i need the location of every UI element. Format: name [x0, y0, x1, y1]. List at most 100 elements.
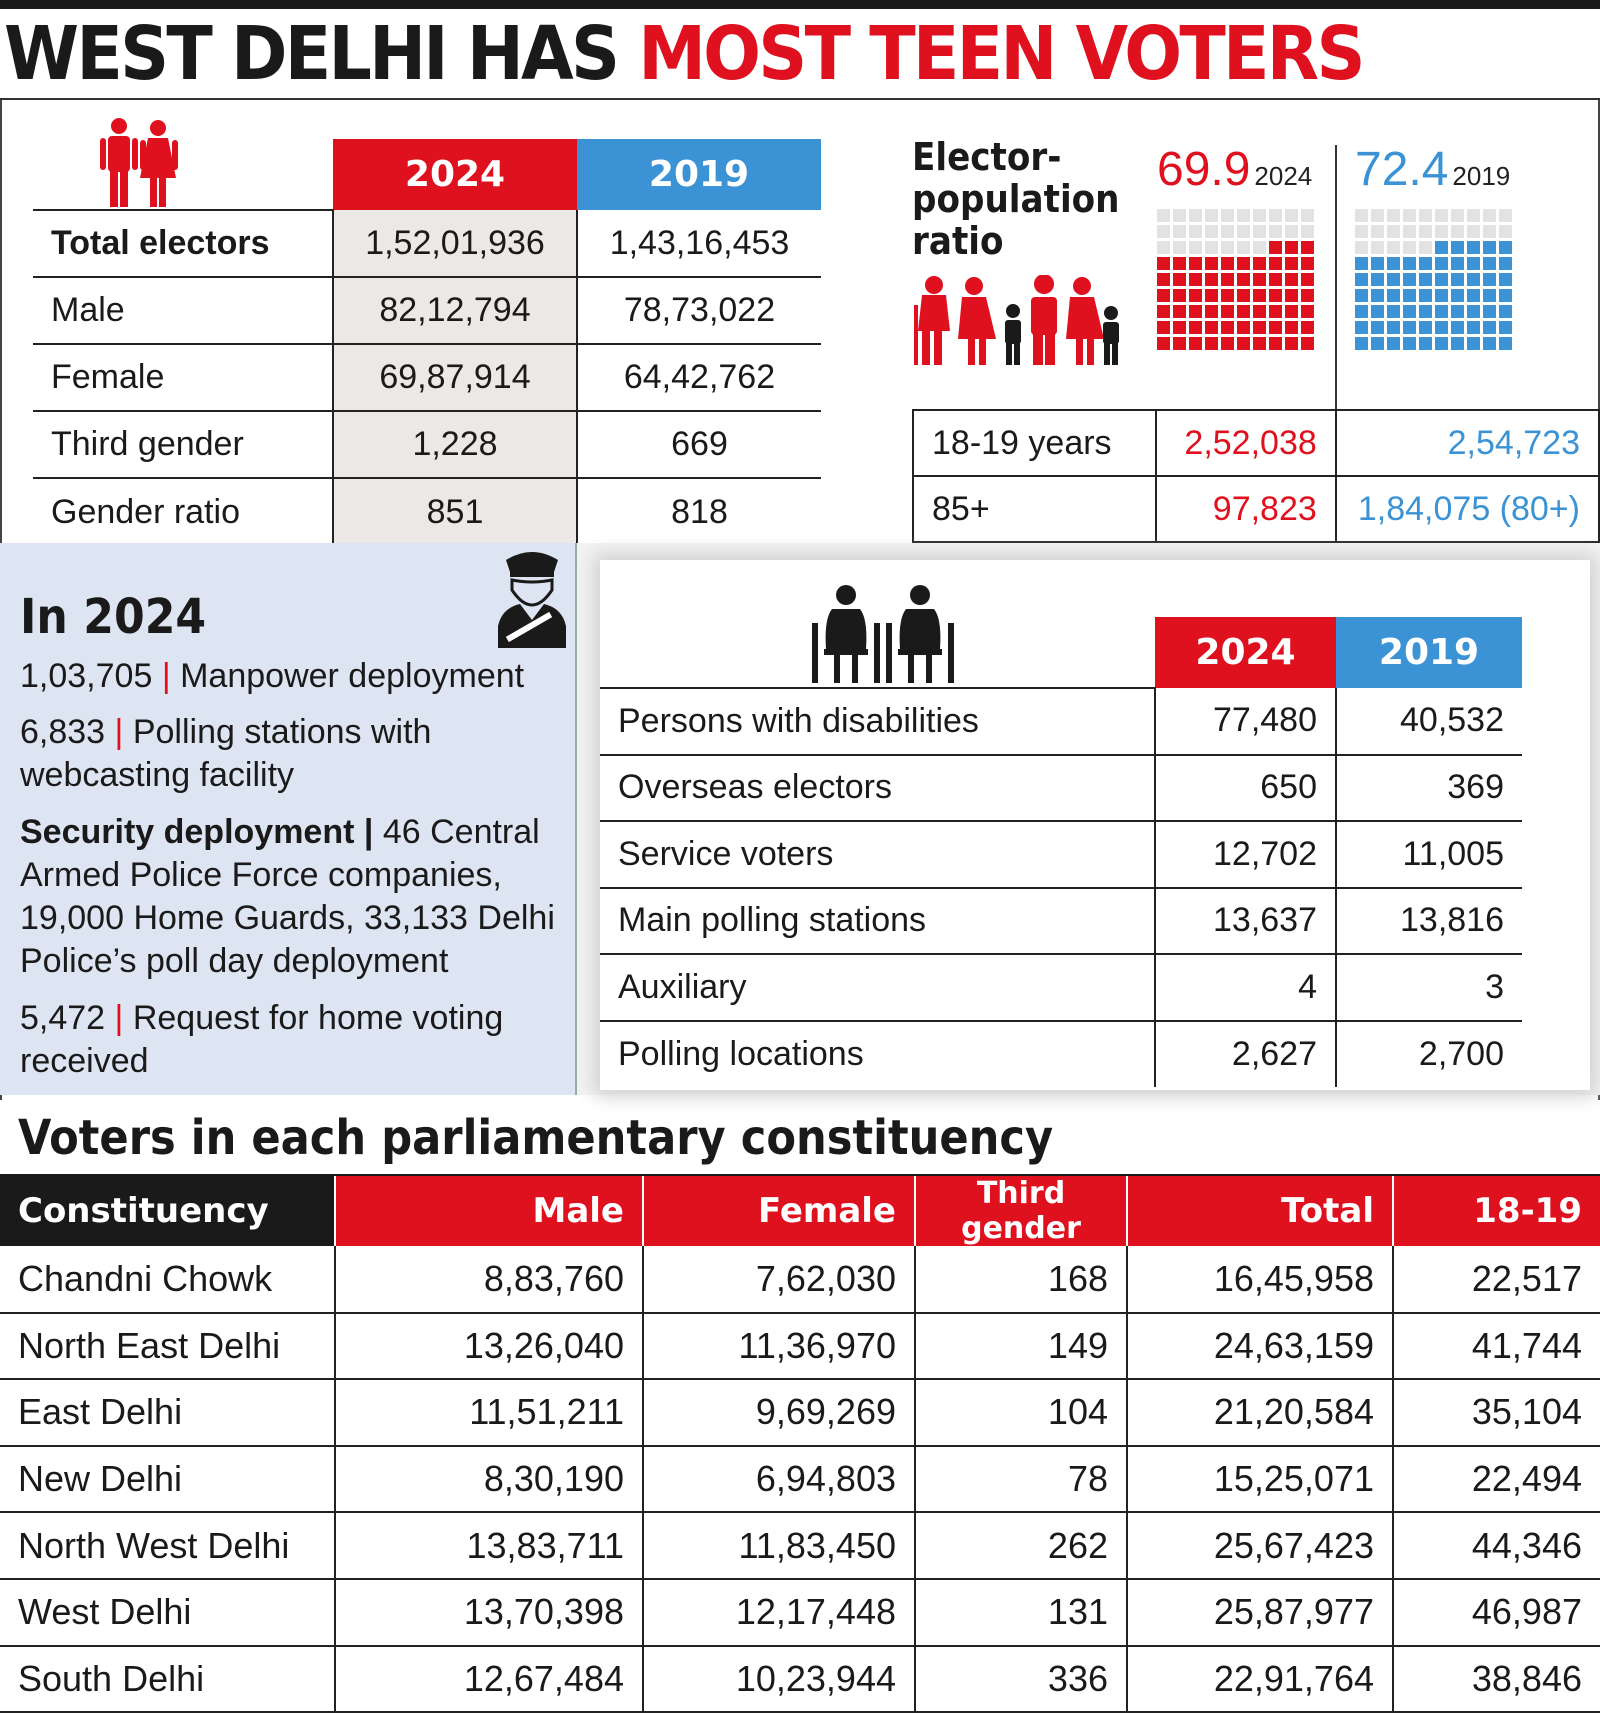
waffle-cell	[1285, 273, 1298, 286]
in-2024-panel: In 2024 1,03,705 | Manpower deployment 6…	[0, 543, 577, 1095]
waffle-cell	[1237, 273, 1250, 286]
value-2019: 64,42,762	[576, 344, 821, 412]
cell-value: 12,67,484	[334, 1645, 643, 1713]
waffle-cell	[1253, 225, 1266, 238]
waffle-cell	[1467, 289, 1480, 302]
waffle-cell	[1205, 209, 1218, 222]
col-header: Male	[334, 1176, 643, 1246]
waffle-cell	[1301, 273, 1314, 286]
ratio-title: Elector- population ratio	[912, 135, 1120, 263]
value-2024: 1,228	[332, 411, 577, 479]
waffle-cell	[1451, 289, 1464, 302]
waffle-cell	[1355, 273, 1368, 286]
constituency-name: East Delhi	[0, 1379, 335, 1447]
waffle-cell	[1451, 225, 1464, 238]
row-label: Female	[33, 344, 333, 412]
waffle-cell	[1221, 241, 1234, 254]
waffle-cell	[1221, 305, 1234, 318]
waffle-cell	[1221, 273, 1234, 286]
row-label: Total electors	[33, 210, 333, 278]
waffle-cell	[1419, 337, 1432, 350]
police-officer-icon	[498, 552, 566, 648]
value-2019: 78,73,022	[576, 277, 821, 345]
waffle-cell	[1387, 225, 1400, 238]
row-label: Male	[33, 277, 333, 345]
waffle-cell	[1173, 209, 1186, 222]
waffle-cell	[1253, 273, 1266, 286]
waffle-cell	[1419, 241, 1432, 254]
waffle-cell	[1483, 321, 1496, 334]
waffle-cell	[1269, 289, 1282, 302]
row-label: 85+	[912, 475, 1157, 543]
cell-value: 168	[914, 1246, 1127, 1314]
waffle-cell	[1355, 337, 1368, 350]
cell-value: 9,69,269	[642, 1379, 915, 1447]
waffle-cell	[1371, 289, 1384, 302]
value-2019: 1,43,16,453	[576, 210, 821, 278]
title-rule	[0, 98, 1600, 100]
waffle-cell	[1499, 337, 1512, 350]
cell-value: 38,846	[1392, 1645, 1600, 1713]
waffle-cell	[1285, 257, 1298, 270]
value-2024: 69,87,914	[332, 344, 577, 412]
waffle-cell	[1157, 337, 1170, 350]
waffle-cell	[1173, 305, 1186, 318]
electors-table: 2024 2019 Total electors 1,52,01,936 1,4…	[33, 139, 821, 545]
cell-value: 6,94,803	[642, 1445, 915, 1514]
value-2019: 818	[576, 478, 821, 545]
waffle-cell	[1237, 305, 1250, 318]
waffle-cell	[1435, 241, 1448, 254]
row-label: Gender ratio	[51, 492, 240, 531]
cell-value: 22,494	[1392, 1445, 1600, 1514]
cell-value: 131	[914, 1578, 1127, 1647]
col-header: Constituency	[0, 1176, 335, 1246]
cell-value: 11,83,450	[642, 1512, 915, 1580]
waffle-cell	[1387, 305, 1400, 318]
waffle-cell	[1269, 305, 1282, 318]
waffle-cell	[1451, 305, 1464, 318]
cell-value: 104	[914, 1379, 1127, 1447]
waffle-cell	[1499, 289, 1512, 302]
col-header: 18-19	[1392, 1176, 1600, 1246]
waffle-2019	[1355, 209, 1512, 350]
waffle-cell	[1237, 337, 1250, 350]
table-top-rule	[0, 1174, 1600, 1177]
waffle-cell	[1269, 337, 1282, 350]
table-row: Overseas electors 650 369	[600, 754, 1522, 822]
value-2024: 97,823	[1154, 475, 1337, 543]
waffle-cell	[1387, 209, 1400, 222]
waffle-cell	[1355, 321, 1368, 334]
table-row: North West Delhi 13,83,711 11,83,450 262 25,…	[0, 1512, 1600, 1580]
col-header-2024: 2024	[1155, 617, 1336, 688]
fact-item: Security deployment | 46 Central Armed P…	[20, 813, 555, 980]
cell-value: 41,744	[1392, 1312, 1600, 1381]
waffle-cell	[1435, 273, 1448, 286]
value-2019: 669	[576, 411, 821, 479]
table-row: Male 82,12,794 78,73,022	[33, 277, 821, 345]
table-row: North East Delhi 13,26,040 11,36,970 149 24,…	[0, 1312, 1600, 1381]
waffle-cell	[1221, 337, 1234, 350]
waffle-cell	[1269, 241, 1282, 254]
table-row: Female 69,87,914 64,42,762	[33, 344, 821, 412]
waffle-cell	[1467, 241, 1480, 254]
waffle-cell	[1301, 305, 1314, 318]
waffle-cell	[1499, 225, 1512, 238]
cell-value: 336	[914, 1645, 1127, 1713]
waffle-cell	[1499, 321, 1512, 334]
cell-value: 25,67,423	[1126, 1512, 1393, 1580]
waffle-cell	[1371, 225, 1384, 238]
cell-value: 7,62,030	[642, 1246, 915, 1314]
waffle-cell	[1355, 305, 1368, 318]
table-row: 85+ 97,823 1,84,075 (80+)	[912, 475, 1600, 543]
waffle-cell	[1371, 305, 1384, 318]
table-row: Total electors 1,52,01,936 1,43,16,453	[33, 210, 821, 278]
waffle-cell	[1483, 273, 1496, 286]
waffle-cell	[1253, 337, 1266, 350]
waffle-cell	[1403, 225, 1416, 238]
waffle-cell	[1403, 337, 1416, 350]
waffle-cell	[1189, 337, 1202, 350]
table-row: East Delhi 11,51,211 9,69,269 104 21,20,584 3…	[0, 1379, 1600, 1447]
waffle-cell	[1467, 209, 1480, 222]
col-header: Third gender	[914, 1176, 1127, 1246]
waffle-cell	[1499, 257, 1512, 270]
